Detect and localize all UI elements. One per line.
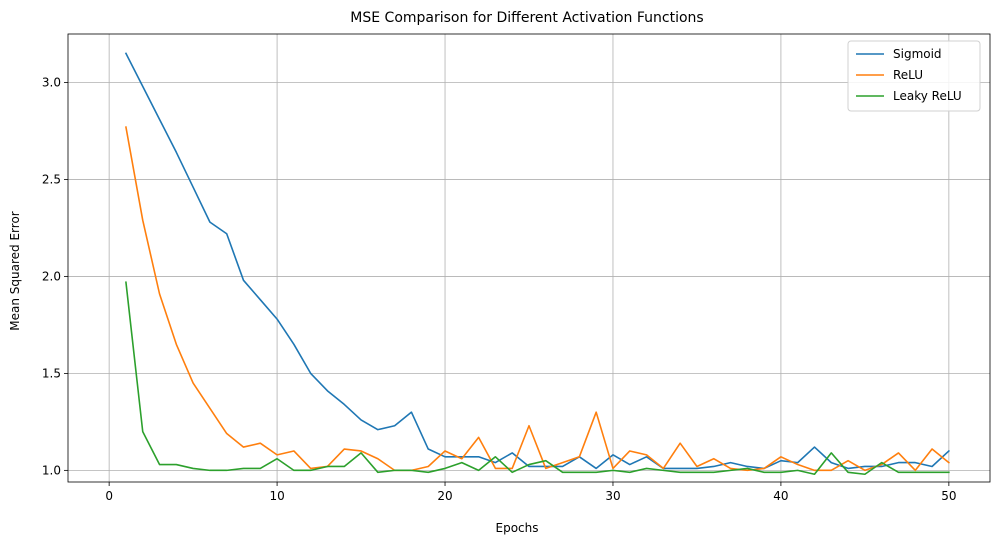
y-axis-label: Mean Squared Error: [8, 211, 22, 331]
y-tick-label: 2.0: [42, 269, 61, 283]
x-tick-label: 10: [269, 489, 284, 503]
series-line-leaky-relu: [125, 281, 950, 476]
legend-label-leaky-relu: Leaky ReLU: [893, 89, 962, 103]
series-layer: [124, 52, 950, 476]
x-axis-label: Epochs: [496, 521, 539, 535]
x-tick-label: 30: [605, 489, 620, 503]
x-tick-label: 50: [941, 489, 956, 503]
y-tick-label: 2.5: [42, 172, 61, 186]
x-tick-label: 20: [437, 489, 452, 503]
chart-title: MSE Comparison for Different Activation …: [350, 10, 703, 26]
y-tick-label: 1.5: [42, 366, 61, 380]
x-tick-label: 40: [773, 489, 788, 503]
legend: Sigmoid ReLU Leaky ReLU: [847, 40, 981, 112]
y-tick-label: 1.0: [42, 463, 61, 477]
ticks: 0 10 20 30 40 50 1.0 1.5 2.0 2.5 3.0: [42, 75, 957, 503]
legend-box: [847, 40, 981, 112]
y-tick-label: 3.0: [42, 75, 61, 89]
plot-frame: [67, 33, 991, 483]
legend-label-sigmoid: Sigmoid: [893, 47, 942, 61]
grid: [68, 34, 990, 482]
legend-label-relu: ReLU: [893, 68, 923, 82]
series-line-sigmoid: [124, 52, 950, 470]
x-tick-label: 0: [105, 489, 113, 503]
series-line-relu: [125, 126, 950, 472]
